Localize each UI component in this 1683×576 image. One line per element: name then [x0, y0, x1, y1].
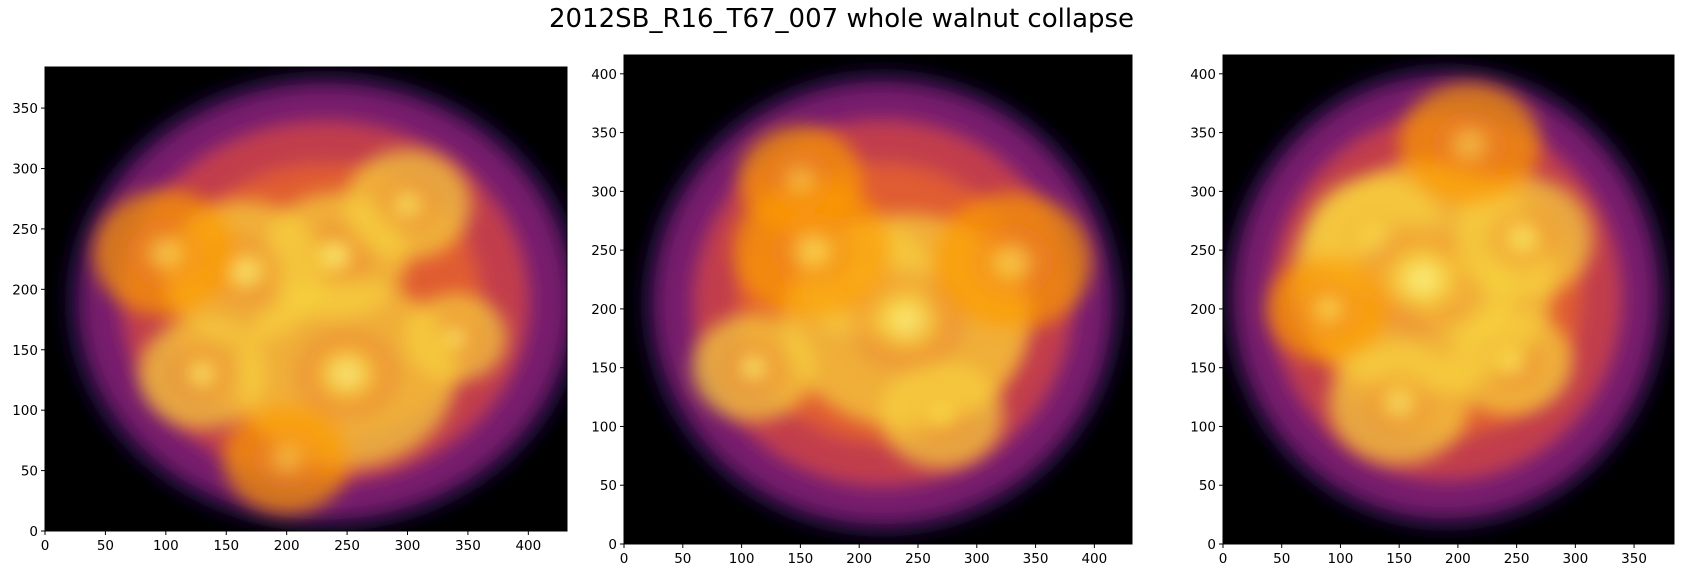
y-tick-label: 150 [1190, 361, 1216, 377]
y-tick-label: 300 [1190, 184, 1216, 200]
x-tick-label: 200 [1445, 551, 1471, 567]
axes-frame [623, 54, 1133, 545]
x-tick-label: 0 [41, 538, 50, 554]
y-tick-label: 350 [1190, 126, 1216, 142]
y-tick-label: 400 [1190, 67, 1216, 83]
y-tick-label: 200 [12, 282, 38, 298]
hotspot-core [168, 344, 236, 404]
hotspot-core [252, 428, 321, 489]
x-tick-label: 250 [1504, 551, 1530, 567]
walnut-hotspots [93, 149, 507, 514]
y-tick-label: 300 [12, 162, 38, 178]
x-tick-label: 150 [213, 538, 239, 554]
hotspot-core [720, 338, 787, 397]
x-tick-label: 100 [153, 538, 179, 554]
hotspot-core [289, 323, 406, 425]
walnut-hotspots [691, 126, 1092, 469]
y-tick-label: 100 [12, 403, 38, 419]
x-tick-label: 250 [334, 538, 360, 554]
x-tick-label: 400 [1081, 551, 1107, 567]
figure-title: 2012SB_R16_T67_007 whole walnut collapse [548, 4, 1135, 34]
x-tick-label: 350 [1023, 551, 1049, 567]
x-tick-label: 250 [905, 551, 931, 567]
y-tick-label: 350 [12, 101, 38, 117]
x-tick-label: 0 [1219, 551, 1228, 567]
y-tick-label: 50 [600, 478, 617, 494]
x-tick-label: 350 [455, 538, 481, 554]
axes-frame [1222, 54, 1675, 545]
hotspot-core [1484, 205, 1561, 272]
x-tick-label: 150 [787, 551, 813, 567]
x-tick-label: 350 [1621, 551, 1647, 567]
y-tick-label: 0 [1207, 537, 1216, 553]
x-tick-label: 300 [964, 551, 990, 567]
walnut-hotspots [1267, 83, 1593, 465]
hotspot-core [127, 219, 205, 287]
x-tick-label: 150 [1386, 551, 1412, 567]
y-tick-label: 0 [608, 537, 617, 553]
x-tick-label: 300 [395, 538, 421, 554]
x-tick-label: 50 [674, 551, 691, 567]
y-tick-label: 0 [29, 524, 38, 540]
y-tick-label: 150 [12, 343, 38, 359]
y-tick-label: 400 [591, 67, 617, 83]
hotspot-core [969, 224, 1055, 299]
y-tick-label: 100 [1190, 419, 1216, 435]
x-tick-label: 300 [1562, 551, 1588, 567]
x-tick-label: 50 [97, 538, 114, 554]
x-tick-label: 100 [729, 551, 755, 567]
y-tick-label: 300 [591, 184, 617, 200]
hotspot-core [1295, 280, 1362, 338]
hotspot-core [1432, 111, 1508, 178]
y-tick-label: 50 [21, 464, 38, 480]
hotspot-core [767, 150, 834, 209]
y-tick-label: 50 [1199, 478, 1216, 494]
y-tick-label: 200 [591, 302, 617, 318]
axes-frame [44, 66, 568, 532]
x-tick-label: 0 [620, 551, 629, 567]
hotspot-core [1361, 370, 1437, 436]
x-tick-label: 200 [846, 551, 872, 567]
y-tick-label: 250 [12, 222, 38, 238]
x-tick-label: 200 [274, 538, 300, 554]
y-tick-label: 350 [591, 126, 617, 142]
x-tick-label: 400 [515, 538, 541, 554]
x-tick-label: 50 [1273, 551, 1290, 567]
y-tick-label: 100 [591, 419, 617, 435]
x-tick-label: 100 [1328, 551, 1354, 567]
y-tick-label: 250 [591, 243, 617, 259]
y-tick-label: 200 [1190, 302, 1216, 318]
hotspot-core [373, 175, 442, 235]
y-tick-label: 150 [591, 361, 617, 377]
y-tick-label: 250 [1190, 243, 1216, 259]
